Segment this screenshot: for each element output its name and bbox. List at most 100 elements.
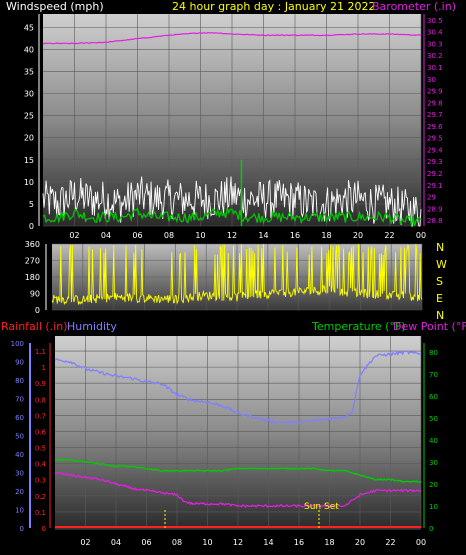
- direction-tick-label: 270: [25, 257, 40, 266]
- barometer-tick-label: 29.4: [427, 146, 443, 154]
- temperature-time-tick-label: 22: [385, 538, 395, 547]
- temperature-tick-label: 10: [429, 503, 438, 511]
- wind-series: [42, 31, 422, 227]
- wind-speed-line: [42, 176, 422, 227]
- barometer-tick-label: 29.7: [427, 111, 443, 119]
- windspeed-axis-title: Windspeed (mph): [6, 0, 104, 13]
- windspeed-axis: 0 5 10 15 20 25 30 35 40 45: [24, 14, 40, 231]
- compass-label-n-bottom: N: [436, 309, 444, 322]
- compass-label-e: E: [436, 292, 443, 305]
- windspeed-tick-label: 15: [24, 156, 34, 165]
- temperature-time-tick-label: 20: [355, 538, 365, 547]
- barometer-tick-label: 29.6: [427, 123, 443, 131]
- temperature-time-axis: 02 04 06 08 10 12 14 16 18 20 22 00: [80, 538, 426, 547]
- dewpoint-line: [54, 471, 422, 509]
- compass-label-n-top: N: [436, 241, 444, 254]
- barometer-tick-label: 30.5: [427, 17, 443, 25]
- wind-time-tick-label: 20: [353, 231, 363, 240]
- wind-time-tick-label: 06: [132, 231, 142, 240]
- direction-axis: 0 90 180 270 360: [25, 240, 47, 315]
- rainfall-tick-label: 0.1: [35, 509, 46, 517]
- rainfall-tick-label: 0.3: [35, 477, 46, 485]
- windspeed-tick-label: 5: [29, 200, 34, 209]
- barometer-tick-label: 29.8: [427, 99, 443, 107]
- compass-label-s: S: [436, 275, 443, 288]
- humidity-tick-label: 100: [11, 340, 24, 348]
- humidity-tick-label: 30: [15, 470, 24, 478]
- temperature-time-tick-label: 00: [416, 538, 426, 547]
- humidity-tick-label: 50: [15, 433, 24, 441]
- windspeed-tick-label: 0: [29, 222, 34, 231]
- chart-title: 24 hour graph day : January 21 2022: [172, 0, 376, 13]
- dewpoint-axis-title: Dew Point (°F): [393, 320, 466, 333]
- temperature-time-tick-label: 10: [202, 538, 212, 547]
- barometer-tick-label: 30.3: [427, 40, 443, 48]
- direction-tick-label: 360: [25, 240, 40, 249]
- humidity-axis: 0 10 20 30 40 50 60 70 80 90 100: [11, 340, 24, 533]
- direction-series: [51, 243, 423, 306]
- rainfall-tick-label: 0.6: [35, 428, 47, 436]
- temperature-axis: 0 10 20 30 40 50 60 70 80: [429, 349, 438, 533]
- barometer-tick-label: 29: [427, 194, 436, 202]
- rainfall-tick-label: 1: [42, 364, 46, 372]
- windspeed-tick-label: 25: [24, 112, 34, 121]
- temperature-tick-label: 30: [429, 459, 438, 467]
- humidity-tick-label: 70: [15, 396, 24, 404]
- wind-time-tick-label: 14: [258, 231, 268, 240]
- temperature-tick-label: 40: [429, 437, 438, 445]
- compass-label-w: W: [436, 258, 447, 271]
- wind-average-line: [42, 207, 422, 227]
- rainfall-axis: 0 0.1 0.2 0.3 0.4 0.5 0.6 0.7 0.8 0.9 1 1.1: [35, 348, 47, 533]
- temperature-time-tick-label: 08: [172, 538, 182, 547]
- wind-time-tick-label: 18: [321, 231, 331, 240]
- temperature-tick-label: 80: [429, 349, 438, 357]
- humidity-tick-label: 90: [15, 359, 24, 367]
- barometer-tick-label: 29.2: [427, 170, 443, 178]
- direction-tick-label: 180: [25, 273, 40, 282]
- barometer-tick-label: 28.9: [427, 205, 443, 213]
- windspeed-tick-label: 45: [24, 23, 34, 32]
- temperature-axis-title: Temperature (°F): [311, 320, 406, 333]
- wind-time-tick-label: 22: [384, 231, 394, 240]
- humidity-axis-title: Humidity: [67, 320, 117, 333]
- humidity-tick-label: 40: [15, 451, 24, 459]
- windspeed-tick-label: 35: [24, 67, 34, 76]
- temperature-tick-label: 70: [429, 371, 438, 379]
- direction-tick-label: 0: [35, 306, 40, 315]
- rainfall-tick-label: 1.1: [35, 348, 46, 356]
- barometer-line: [42, 31, 421, 45]
- direction-tick-label: 90: [30, 290, 40, 299]
- rainfall-tick-label: 0: [42, 525, 46, 533]
- wind-time-tick-label: 08: [164, 231, 174, 240]
- windspeed-tick-label: 40: [24, 45, 34, 54]
- rainfall-tick-label: 0.7: [35, 412, 46, 420]
- windspeed-tick-label: 20: [24, 134, 34, 143]
- barometer-tick-label: 29.3: [427, 158, 443, 166]
- windspeed-tick-label: 10: [24, 178, 34, 187]
- rainfall-tick-label: 0.4: [35, 461, 47, 469]
- wind-time-tick-label: 12: [227, 231, 237, 240]
- barometer-tick-label: 30.2: [427, 52, 443, 60]
- temperature-tick-label: 20: [429, 481, 438, 489]
- barometer-tick-label: 30: [427, 76, 436, 84]
- temperature-time-tick-label: 02: [80, 538, 90, 547]
- temperature-time-tick-label: 12: [233, 538, 243, 547]
- temperature-time-tick-label: 06: [141, 538, 151, 547]
- temperature-time-tick-label: 14: [263, 538, 273, 547]
- wind-time-tick-label: 16: [290, 231, 300, 240]
- wind-time-tick-label: 04: [101, 231, 111, 240]
- humidity-tick-label: 20: [15, 488, 24, 496]
- rainfall-tick-label: 0.8: [35, 396, 46, 404]
- humidity-tick-label: 60: [15, 414, 24, 422]
- barometer-tick-label: 29.1: [427, 182, 443, 190]
- wind-time-axis: 02 04 06 08 10 12 14 16 18 20 22 00: [69, 231, 426, 240]
- temperature-tick-label: 50: [429, 415, 438, 423]
- barometer-axis: 28.8 28.9 29 29.1 29.2 29.3 29.4 29.5 29.6 29.7 29…: [423, 14, 443, 226]
- windspeed-tick-label: 30: [24, 90, 34, 99]
- temperature-time-tick-label: 16: [294, 538, 304, 547]
- humidity-tick-label: 80: [15, 377, 24, 385]
- barometer-tick-label: 29.5: [427, 135, 443, 143]
- wind-direction-line: [51, 243, 423, 306]
- temperature-time-tick-label: 04: [111, 538, 121, 547]
